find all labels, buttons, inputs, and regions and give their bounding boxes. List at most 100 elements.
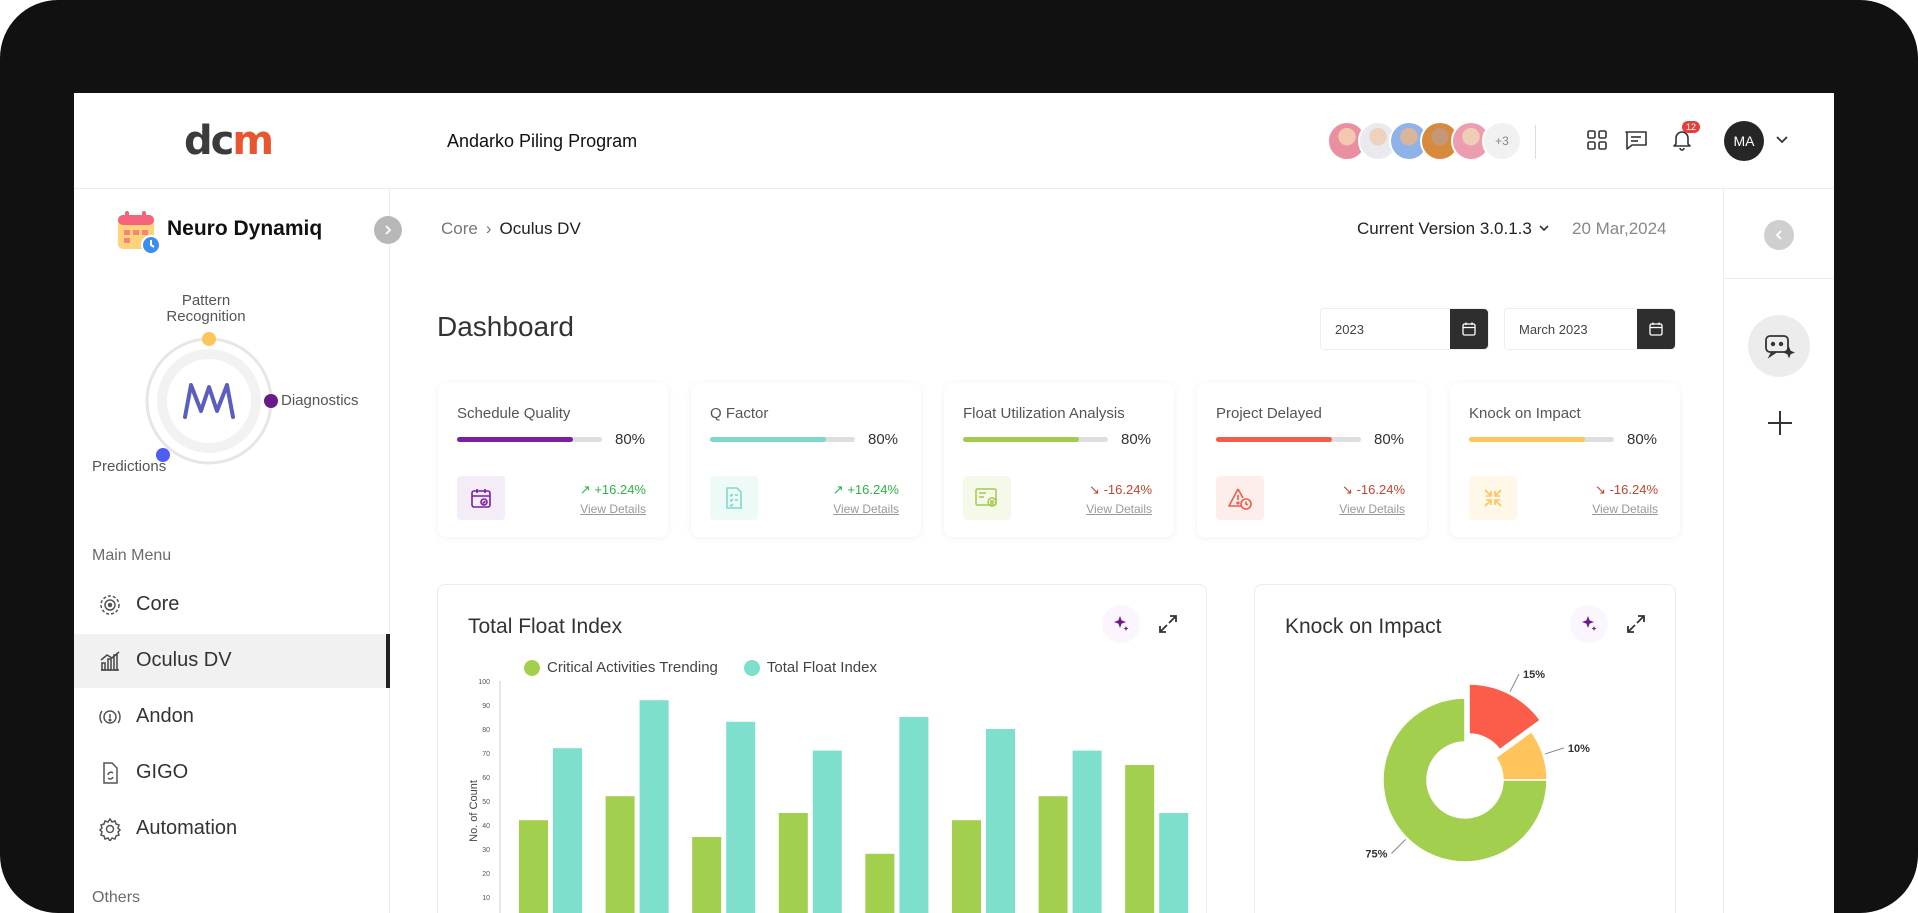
sidebar-collapse-button[interactable] xyxy=(374,216,402,244)
kpi-card-schedule-quality[interactable]: Schedule Quality 80% ↗ +16.24% View Deta… xyxy=(438,383,668,537)
user-avatar[interactable]: MA xyxy=(1724,121,1764,161)
sidebar-item-andon[interactable]: Andon xyxy=(74,690,390,744)
more-avatars-badge[interactable]: +3 xyxy=(1482,121,1522,161)
bar-critical-activities[interactable] xyxy=(605,796,635,913)
sidebar-item-gigo[interactable]: GIGO xyxy=(74,746,390,800)
slice-leader-line xyxy=(1509,673,1520,693)
logo-accent: m xyxy=(232,118,274,164)
bar-critical-activities[interactable] xyxy=(1125,765,1155,913)
breadcrumb-root[interactable]: Core xyxy=(441,219,478,238)
kpi-card-q-factor[interactable]: Q Factor 80% ↗ +16.24% View Details xyxy=(691,383,921,537)
month-picker[interactable]: March 2023 xyxy=(1504,308,1676,350)
kpi-percent: 80% xyxy=(615,431,646,448)
bar-critical-activities[interactable] xyxy=(865,853,895,913)
sidebar-item-label: Core xyxy=(136,593,180,615)
bar-total-float-index[interactable] xyxy=(553,748,582,913)
version-selector[interactable]: Current Version 3.0.1.3 xyxy=(1357,219,1551,239)
bar-critical-activities[interactable] xyxy=(519,820,548,913)
kpi-percent: 80% xyxy=(1374,431,1405,448)
year-picker[interactable]: 2023 xyxy=(1320,308,1489,350)
ai-sparkle-button[interactable] xyxy=(1102,605,1140,643)
donut-slice[interactable] xyxy=(1382,697,1548,863)
kpi-progress-bar xyxy=(710,437,855,442)
ai-assistant-button[interactable] xyxy=(1748,315,1810,377)
brand-name: Neuro Dynamiq xyxy=(167,217,323,240)
view-details-link[interactable]: View Details xyxy=(1592,502,1658,516)
notification-count-badge: 12 xyxy=(1682,121,1701,133)
legend-swatch xyxy=(743,659,760,676)
view-details-link[interactable]: View Details xyxy=(580,502,646,516)
slice-leader-line xyxy=(1544,747,1565,755)
expand-button[interactable] xyxy=(1149,605,1187,643)
y-tick-label: 80 xyxy=(482,727,490,734)
bar-total-float-index[interactable] xyxy=(1159,813,1189,913)
y-tick-label: 70 xyxy=(482,751,490,758)
slice-label: 10% xyxy=(1568,743,1590,755)
donut-chart: 15% 10% 75% xyxy=(1365,669,1590,863)
kpi-card-project-delayed[interactable]: Project Delayed 80% ↘ -16.24% View Detai… xyxy=(1197,383,1427,537)
collapse-arrows-icon xyxy=(1469,476,1517,520)
bar-total-float-index[interactable] xyxy=(726,721,756,913)
kpi-card-knock-on-impact[interactable]: Knock on Impact 80% ↘ -16.24% View Detai… xyxy=(1450,383,1680,537)
chevron-down-icon xyxy=(1538,225,1549,232)
bar-critical-activities[interactable] xyxy=(778,813,808,913)
calendar-icon[interactable] xyxy=(1450,309,1488,349)
rail-collapse-button[interactable] xyxy=(1764,220,1794,250)
chart-legend: Critical Activities Trending Total Float… xyxy=(524,659,877,676)
calendar-clock-icon xyxy=(116,209,162,260)
page-title: Dashboard xyxy=(437,311,574,342)
capability-ring: Pattern Recognition Diagnostics Predictio… xyxy=(74,293,390,493)
y-tick-label: 30 xyxy=(482,847,490,854)
plus-icon xyxy=(1768,411,1792,435)
bar-total-float-index[interactable] xyxy=(986,729,1015,913)
view-details-link[interactable]: View Details xyxy=(833,502,899,516)
view-details-link[interactable]: View Details xyxy=(1339,502,1405,516)
kpi-progress-fill xyxy=(457,437,573,442)
trend-arrow-icon: ↘ xyxy=(1595,482,1606,497)
logo-text: dc xyxy=(184,118,234,164)
sidebar-item-core[interactable]: Core xyxy=(74,578,390,632)
sidebar-item-label: GIGO xyxy=(136,761,189,783)
bar-total-float-index[interactable] xyxy=(812,750,842,913)
bar-critical-activities[interactable] xyxy=(952,820,981,913)
notifications-bell-icon[interactable]: 12 xyxy=(1667,121,1701,155)
kpi-title: Schedule Quality xyxy=(457,405,571,422)
kpi-change: ↗ +16.24% xyxy=(832,482,899,497)
calendar-icon[interactable] xyxy=(1637,309,1675,349)
bar-total-float-index[interactable] xyxy=(899,717,929,913)
kpi-progress-bar xyxy=(457,437,602,442)
apps-grid-icon[interactable] xyxy=(1582,125,1612,155)
bar-total-float-index[interactable] xyxy=(1072,750,1102,913)
alert-signal-icon xyxy=(98,705,122,729)
program-name: Andarko Piling Program xyxy=(447,131,638,151)
kpi-card-float-utilization[interactable]: Float Utilization Analysis 80% ↘ -16.24%… xyxy=(944,383,1174,537)
donut-slice[interactable] xyxy=(1468,683,1542,751)
messages-icon[interactable] xyxy=(1621,125,1651,155)
sidebar-item-automation[interactable]: Automation xyxy=(74,802,390,856)
dcm-logo[interactable]: dcm xyxy=(184,118,274,164)
add-button[interactable] xyxy=(1764,407,1796,439)
breadcrumb: Core › Oculus DV xyxy=(441,219,581,239)
bar-total-float-index[interactable] xyxy=(639,700,669,913)
legend-label: Total Float Index xyxy=(766,659,877,676)
y-axis-label: No. of Count xyxy=(468,780,480,842)
kpi-title: Q Factor xyxy=(710,405,769,422)
right-rail xyxy=(1723,189,1834,913)
avatar[interactable] xyxy=(1451,121,1491,161)
header-divider xyxy=(1535,125,1536,159)
total-float-index-panel: Total Float Index Critical Activities Tr… xyxy=(437,584,1207,913)
bar-critical-activities[interactable] xyxy=(692,837,722,913)
kpi-change: ↘ -16.24% xyxy=(1089,482,1152,497)
chevron-down-icon[interactable] xyxy=(1774,127,1790,158)
y-tick-label: 50 xyxy=(482,799,490,806)
bar-critical-activities[interactable] xyxy=(1038,796,1068,913)
trend-arrow-icon: ↘ xyxy=(1342,482,1353,497)
view-details-link[interactable]: View Details xyxy=(1086,502,1152,516)
ring-label-diagnostics: Diagnostics xyxy=(281,392,359,409)
kpi-progress-bar xyxy=(1469,437,1614,442)
sidebar-item-oculus-dv[interactable]: Oculus DV xyxy=(74,634,390,688)
expand-button[interactable] xyxy=(1617,605,1655,643)
ai-sparkle-button[interactable] xyxy=(1570,605,1608,643)
y-tick-label: 40 xyxy=(482,823,490,830)
